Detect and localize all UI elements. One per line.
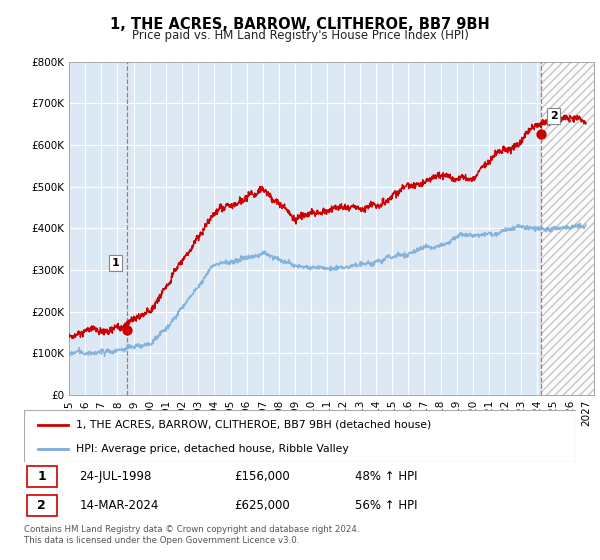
Text: Contains HM Land Registry data © Crown copyright and database right 2024.
This d: Contains HM Land Registry data © Crown c… <box>24 525 359 545</box>
Text: 14-MAR-2024: 14-MAR-2024 <box>79 499 158 512</box>
Text: 1, THE ACRES, BARROW, CLITHEROE, BB7 9BH: 1, THE ACRES, BARROW, CLITHEROE, BB7 9BH <box>110 17 490 32</box>
Text: 2: 2 <box>550 111 557 121</box>
Text: £156,000: £156,000 <box>234 470 290 483</box>
Text: 1: 1 <box>37 470 46 483</box>
FancyBboxPatch shape <box>27 466 57 487</box>
Text: 1: 1 <box>112 258 119 268</box>
Text: 48% ↑ HPI: 48% ↑ HPI <box>355 470 418 483</box>
Text: 1, THE ACRES, BARROW, CLITHEROE, BB7 9BH (detached house): 1, THE ACRES, BARROW, CLITHEROE, BB7 9BH… <box>76 420 431 430</box>
Text: 24-JUL-1998: 24-JUL-1998 <box>79 470 152 483</box>
Point <box>122 325 131 334</box>
Text: Price paid vs. HM Land Registry's House Price Index (HPI): Price paid vs. HM Land Registry's House … <box>131 29 469 42</box>
Text: £625,000: £625,000 <box>234 499 290 512</box>
Point <box>536 130 545 139</box>
FancyBboxPatch shape <box>24 410 576 462</box>
Text: HPI: Average price, detached house, Ribble Valley: HPI: Average price, detached house, Ribb… <box>76 444 349 454</box>
FancyBboxPatch shape <box>27 494 57 516</box>
Text: 2: 2 <box>37 499 46 512</box>
Text: 56% ↑ HPI: 56% ↑ HPI <box>355 499 418 512</box>
